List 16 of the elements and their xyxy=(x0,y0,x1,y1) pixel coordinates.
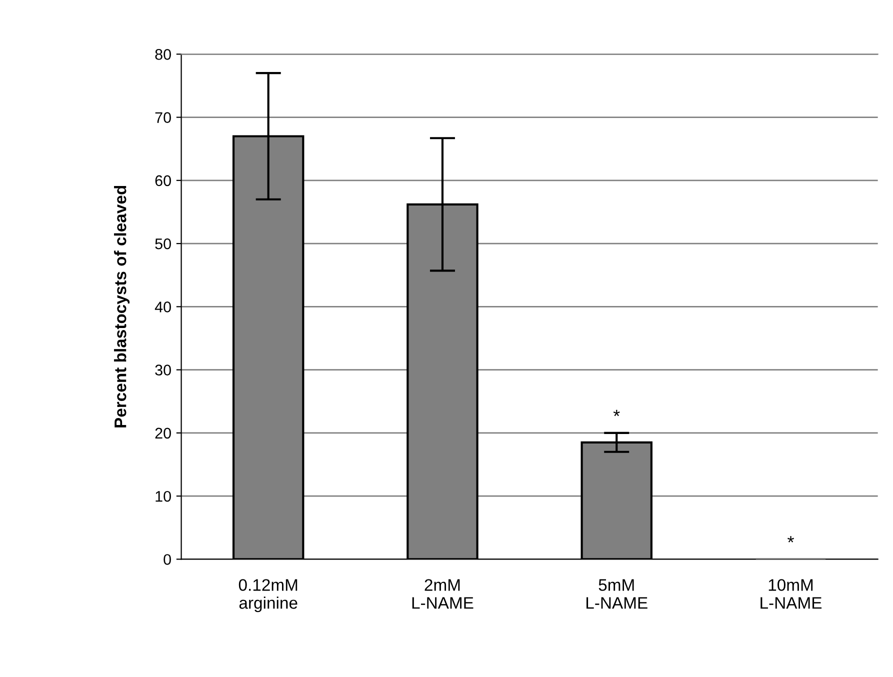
x-tick-label: 10mM L-NAME xyxy=(760,579,822,609)
y-tick-label: 10 xyxy=(156,490,171,502)
y-tick-label: 80 xyxy=(155,49,171,60)
y-tick-label: 0 xyxy=(164,554,171,565)
annotation: * xyxy=(788,536,794,542)
y-tick-label: 60 xyxy=(155,175,171,186)
annotation: * xyxy=(613,410,620,416)
x-tick-label: 0.12mM arginine xyxy=(238,579,298,612)
y-tick-label: 20 xyxy=(155,428,171,439)
y-tick-label: 50 xyxy=(155,238,171,250)
y-tick-label: 40 xyxy=(154,302,171,312)
y-tick-label: 70 xyxy=(155,112,171,123)
y-tick-label: 30 xyxy=(155,364,171,376)
x-tick-label: 2mM L-NAME xyxy=(412,579,474,609)
y-axis-title: Percent blastocysts of cleaved xyxy=(114,186,130,428)
x-tick-label: 5mM L-NAME xyxy=(586,579,648,609)
